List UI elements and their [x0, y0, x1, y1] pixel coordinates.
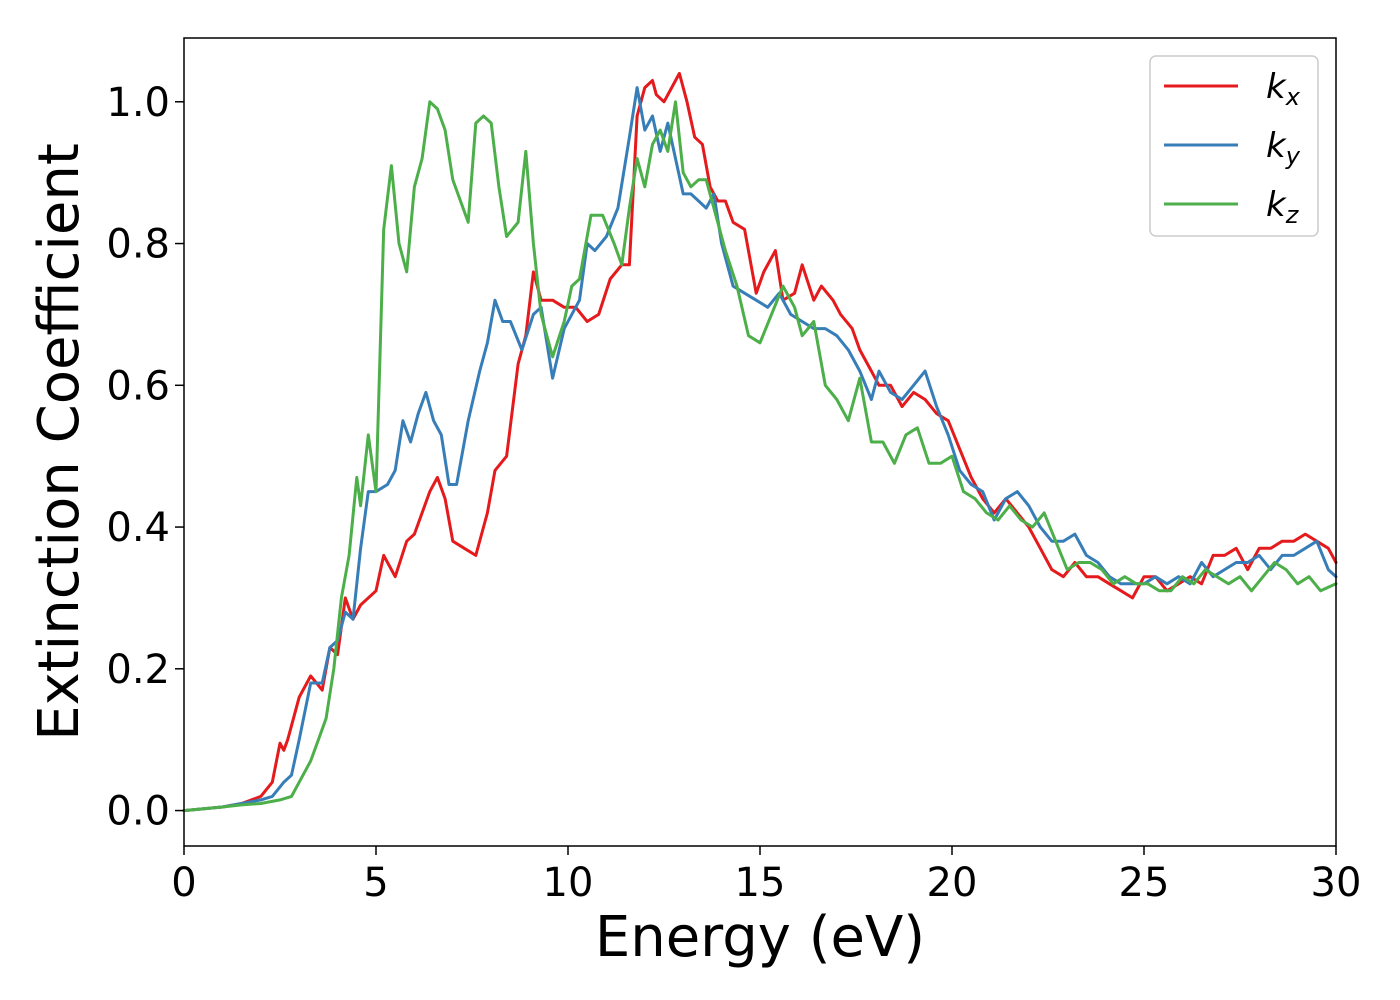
x-tick-label: 10: [543, 860, 594, 906]
legend-label-main: k: [1266, 126, 1287, 166]
y-tick-label: 0.2: [106, 647, 170, 693]
x-tick-label: 25: [1119, 860, 1170, 906]
x-tick-label: 15: [735, 860, 786, 906]
series-line-kz: [182, 100, 1338, 813]
legend-label-main: k: [1266, 67, 1287, 107]
legend-label-subscript: z: [1285, 201, 1300, 229]
y-tick-label: 1.0: [106, 80, 170, 126]
x-tick-label: 5: [363, 860, 388, 906]
x-axis-ticks: 0 5 10 15 20 25 30: [171, 846, 1361, 906]
y-tick-label: 0.8: [106, 222, 170, 268]
x-tick-label: 0: [171, 860, 196, 906]
legend-label-kx: kx: [1266, 67, 1301, 111]
x-tick-label: 30: [1311, 860, 1362, 906]
series-line-kx: [182, 71, 1338, 813]
y-tick-label: 0.6: [106, 363, 170, 409]
y-axis-title: Extinction Coefficient: [27, 143, 92, 741]
x-axis-title: Energy (eV): [595, 905, 925, 970]
series-line-ky: [182, 86, 1338, 813]
series-layer: [182, 71, 1338, 813]
y-axis-ticks: 0.0 0.2 0.4 0.6 0.8 1.0: [106, 80, 184, 835]
legend-label-subscript: y: [1285, 142, 1301, 170]
x-tick-label: 20: [927, 860, 978, 906]
legend-label-kz: kz: [1266, 185, 1300, 229]
legend-label-main: k: [1266, 185, 1287, 225]
y-tick-label: 0.4: [106, 505, 170, 551]
legend-label-subscript: x: [1285, 83, 1301, 111]
y-tick-label: 0.0: [106, 789, 170, 835]
legend-label-ky: ky: [1266, 126, 1301, 170]
